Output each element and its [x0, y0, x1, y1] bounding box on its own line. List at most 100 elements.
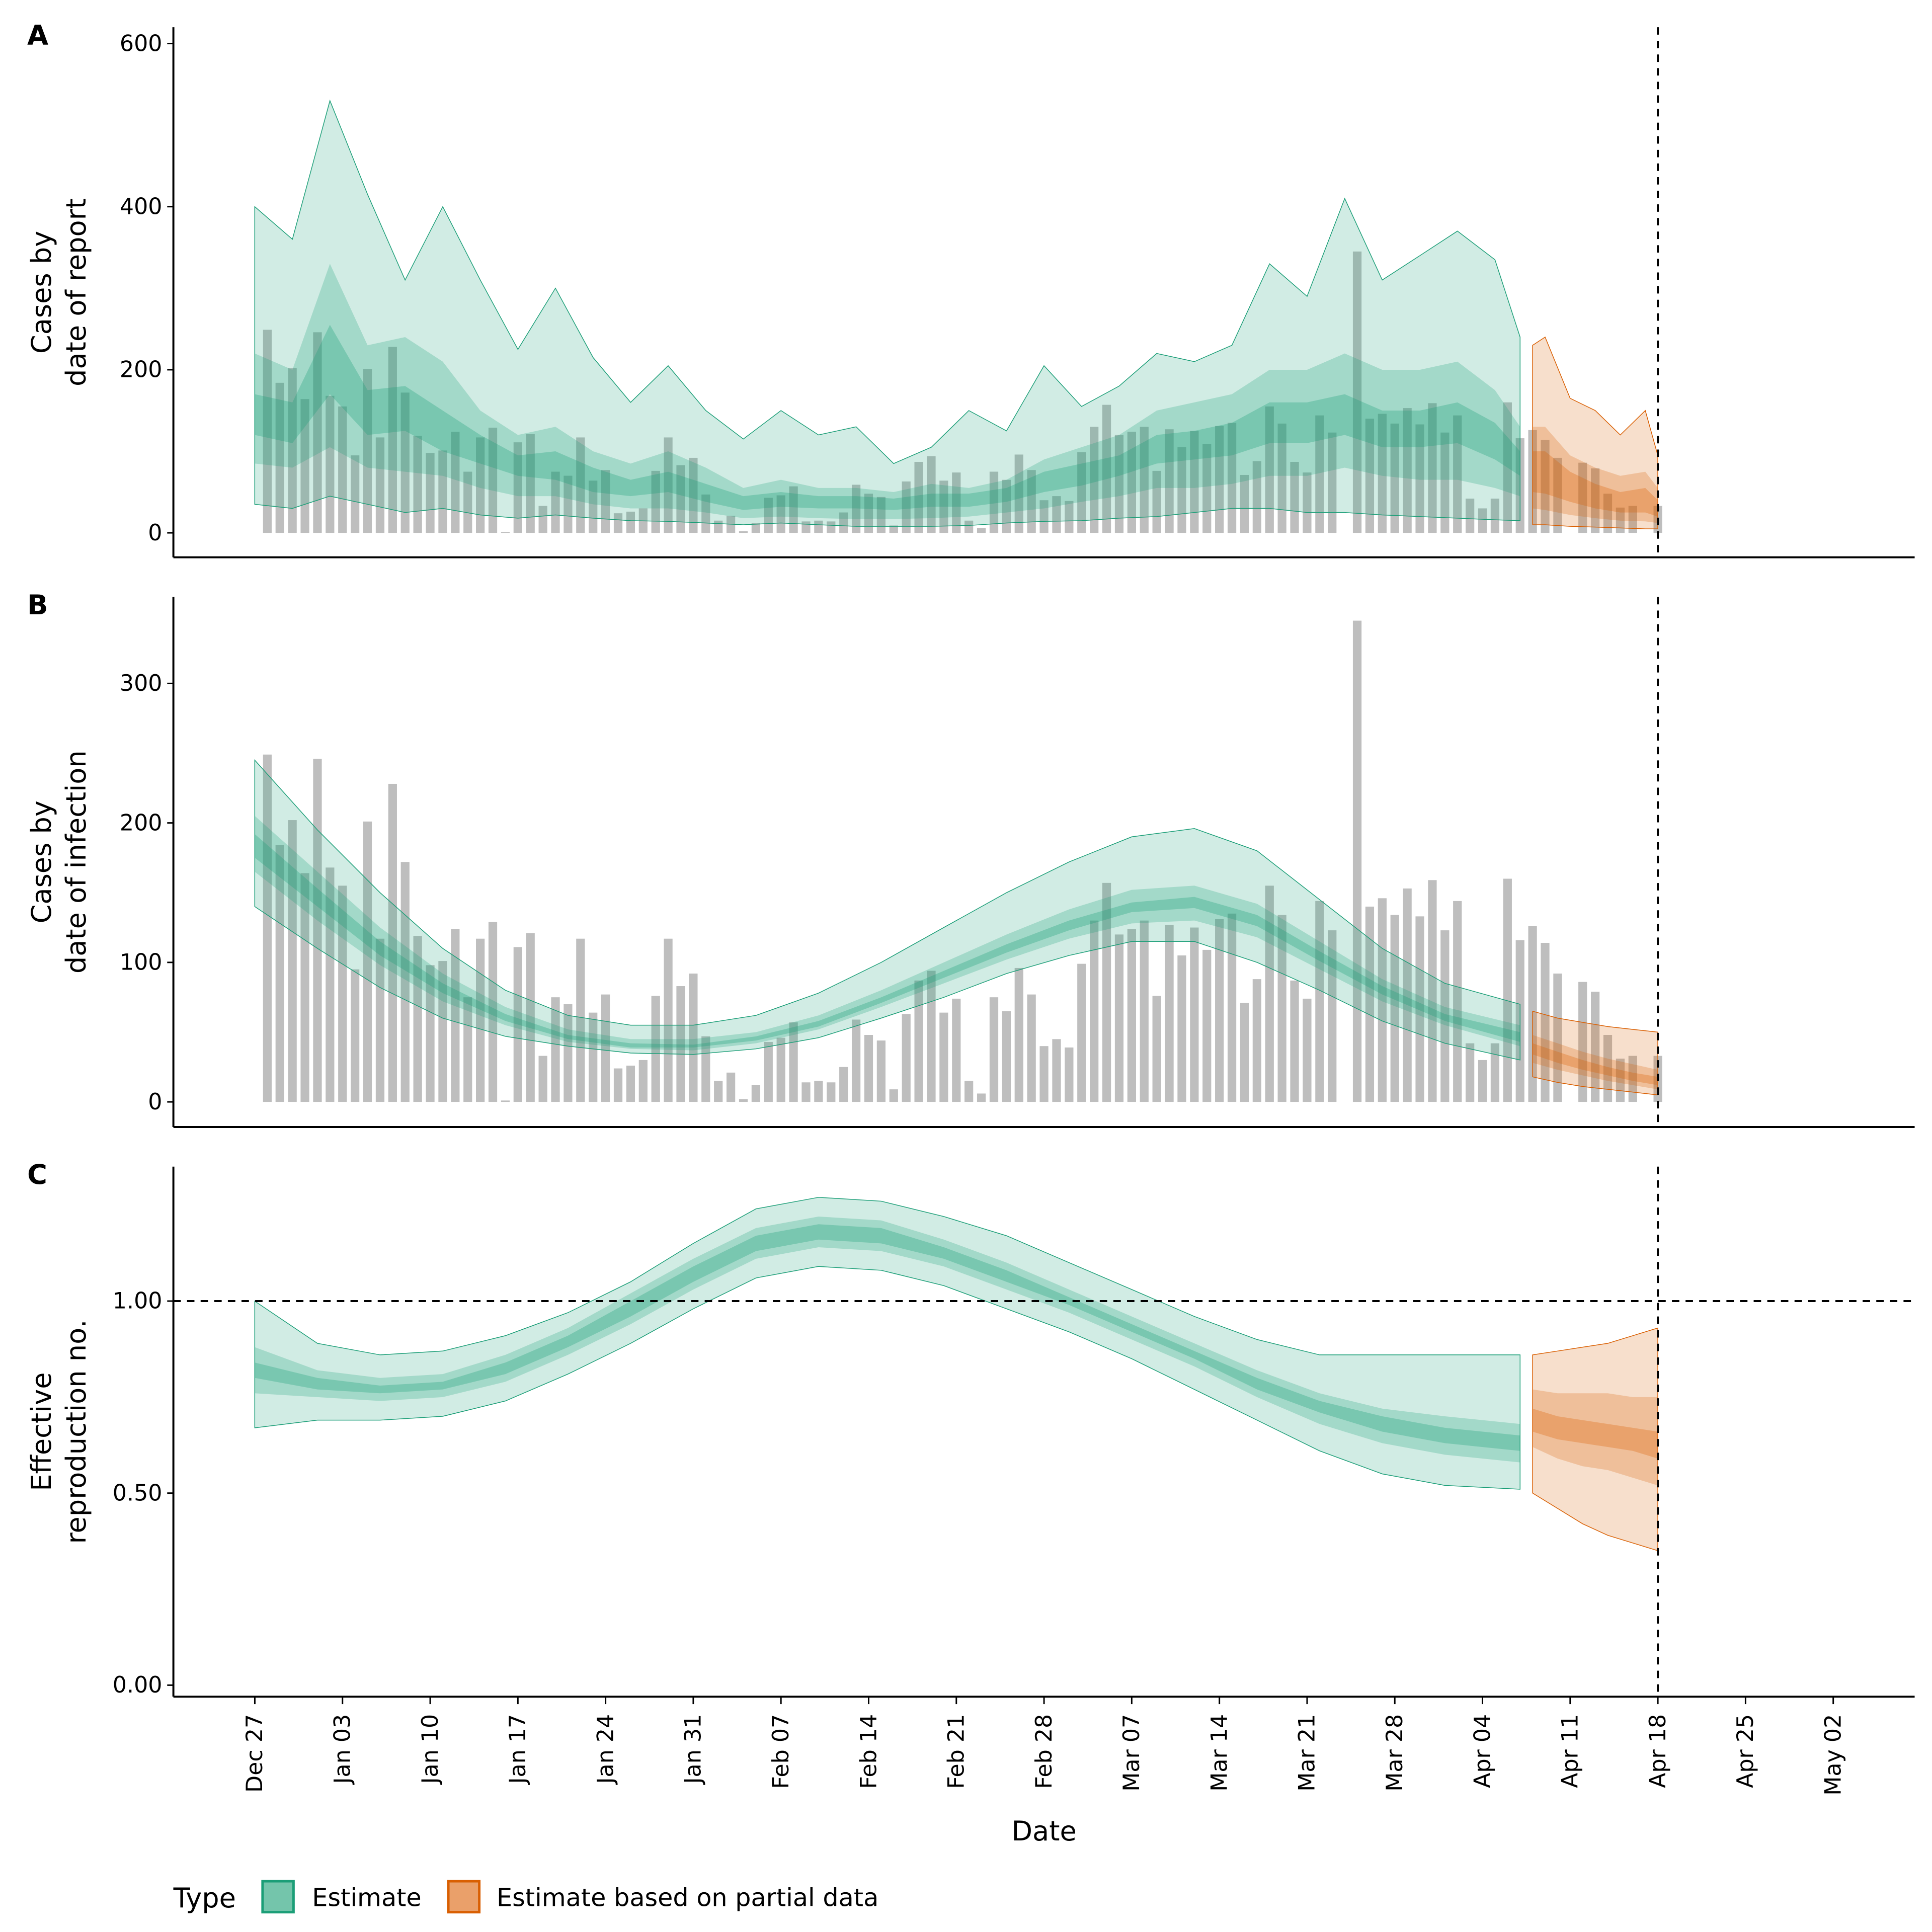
bar — [1077, 452, 1086, 533]
bar — [676, 465, 685, 533]
bar — [651, 996, 660, 1102]
y-tick-label: 0 — [148, 520, 162, 546]
bar — [426, 453, 435, 533]
bar — [927, 971, 936, 1102]
bar — [1140, 920, 1149, 1102]
bar — [827, 521, 836, 533]
ribbon-partial-20 — [1533, 1043, 1658, 1085]
x-tick-label: Jan 31 — [681, 1714, 706, 1786]
x-tick-label: Apr 25 — [1733, 1714, 1758, 1788]
bar — [1365, 906, 1375, 1102]
panel-label: A — [27, 20, 48, 51]
bar — [413, 936, 422, 1102]
x-tick-label: Mar 07 — [1119, 1714, 1145, 1792]
bar — [1628, 506, 1637, 533]
bar — [388, 783, 397, 1102]
bar — [1403, 888, 1412, 1102]
bar — [801, 1082, 811, 1102]
bar — [1165, 924, 1174, 1102]
bar — [876, 1040, 886, 1102]
bar — [952, 998, 961, 1102]
bar — [451, 929, 460, 1102]
panel-B: 0 100 200 300 Cases by date of infection B — [26, 589, 1915, 1128]
bar — [1227, 423, 1237, 533]
bar — [1578, 982, 1587, 1102]
bar — [914, 980, 923, 1102]
bar — [463, 471, 472, 533]
bar — [638, 1060, 648, 1102]
bar — [851, 1019, 861, 1102]
bar — [526, 933, 535, 1102]
ribbon-partial-50 — [1533, 1035, 1658, 1090]
ribbon-partial-20 — [1533, 451, 1658, 517]
bar — [1252, 461, 1261, 533]
bar — [927, 456, 936, 533]
bar — [1065, 1047, 1074, 1102]
bar — [876, 497, 886, 533]
bar — [589, 1012, 598, 1102]
bar — [1227, 913, 1237, 1102]
bar — [1252, 979, 1261, 1102]
bar — [1553, 457, 1562, 533]
bar — [388, 347, 397, 533]
bar — [551, 997, 560, 1102]
bar — [476, 437, 485, 533]
bar — [263, 330, 272, 533]
bar — [375, 938, 385, 1102]
bar — [1352, 620, 1362, 1102]
bar — [526, 434, 535, 533]
bar — [751, 523, 761, 533]
bar — [351, 455, 360, 533]
bar — [776, 1037, 785, 1102]
bar — [1090, 427, 1099, 533]
bar — [726, 1072, 736, 1102]
bar — [1215, 919, 1224, 1102]
bar — [313, 759, 322, 1102]
bar — [1415, 916, 1424, 1102]
bar — [1102, 405, 1111, 533]
bar — [488, 922, 498, 1102]
y-tick-label: 1.00 — [113, 1289, 163, 1314]
bar — [1603, 494, 1613, 533]
ribbon-estimate-50 — [255, 264, 1520, 519]
bar — [1315, 901, 1324, 1102]
panel-C: 0.00 0.50 1.00 Effective reproduction no. C — [26, 1159, 1915, 1698]
bar — [300, 399, 309, 533]
bar — [1440, 432, 1450, 533]
bar — [338, 406, 347, 533]
bar — [889, 525, 898, 533]
bar — [288, 368, 297, 533]
x-tick-label: Jan 24 — [593, 1714, 618, 1786]
bar — [1290, 462, 1299, 533]
bar — [1152, 996, 1161, 1102]
panel-label: C — [27, 1159, 47, 1190]
bar — [1277, 915, 1286, 1102]
bar — [1503, 402, 1512, 533]
bar — [814, 1081, 823, 1102]
bar — [1052, 1039, 1061, 1102]
bar — [851, 485, 861, 533]
bars — [263, 620, 1662, 1102]
bar — [676, 986, 685, 1102]
bar — [501, 1100, 510, 1102]
bar — [1240, 474, 1249, 533]
bar — [1002, 479, 1011, 533]
panel-label: B — [27, 589, 48, 621]
bar — [1114, 934, 1124, 1102]
bar — [1290, 980, 1299, 1102]
bar — [1065, 501, 1074, 533]
bar — [1027, 470, 1036, 533]
bar — [1077, 963, 1086, 1102]
bar — [1478, 508, 1487, 533]
bar — [764, 498, 773, 533]
bar — [1265, 406, 1274, 533]
x-tick-label: Apr 04 — [1470, 1714, 1495, 1788]
bar — [1152, 470, 1161, 533]
bar — [589, 480, 598, 533]
bar — [952, 472, 961, 533]
bar — [1039, 1046, 1049, 1102]
bar — [1177, 955, 1186, 1102]
bar — [1378, 414, 1387, 533]
bar — [501, 532, 510, 533]
ribbon-partial-50 — [1533, 427, 1658, 523]
